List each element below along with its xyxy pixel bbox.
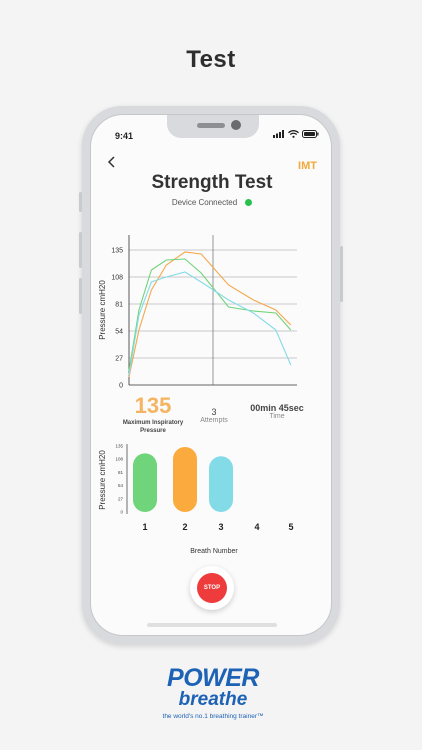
breath-bar-chart: 0 27 54 81 108 135 Pressure cmH20 1 2 3 4 5 Breath N… bbox=[98, 444, 294, 556]
speaker-icon bbox=[197, 123, 225, 128]
y-tick-label: 108 bbox=[111, 275, 123, 282]
series-line-3 bbox=[128, 271, 292, 376]
logo-breathe-text: breathe bbox=[178, 689, 248, 710]
stop-button[interactable]: STOP bbox=[197, 573, 227, 603]
breath-bar-2 bbox=[173, 446, 197, 512]
battery-icon bbox=[302, 130, 319, 138]
y-tick-label: 0 bbox=[119, 383, 123, 390]
y-tick-label: 54 bbox=[115, 329, 123, 336]
max-pressure-stat: 135 Maximum Inspiratory Pressure bbox=[111, 393, 195, 435]
bar-y-tick-label: 81 bbox=[118, 470, 124, 475]
logo-tagline: the world's no.1 breathing trainer™ bbox=[162, 713, 264, 720]
device-status: Device Connected bbox=[91, 198, 331, 207]
status-time: 9:41 bbox=[115, 131, 134, 141]
pressure-line-chart: 0 27 54 81 108 135 Pressure cmH20 bbox=[98, 235, 297, 390]
max-pressure-value: 135 bbox=[134, 393, 172, 418]
device-status-text: Device Connected bbox=[171, 198, 238, 207]
time-label: Time bbox=[269, 413, 285, 420]
series-line-1 bbox=[128, 251, 292, 378]
bar-y-tick-label: 108 bbox=[115, 457, 123, 462]
y-tick-label: 135 bbox=[111, 248, 123, 255]
back-chevron-icon[interactable] bbox=[105, 155, 119, 169]
max-pressure-label-line2: Pressure bbox=[140, 428, 166, 434]
time-stat: 00min 45sec Time bbox=[241, 403, 313, 420]
y-tick-label: 81 bbox=[115, 302, 123, 309]
attempts-stat: 3 Attempts bbox=[189, 407, 239, 424]
phone-silent-switch bbox=[79, 192, 82, 212]
x-tick-label: 1 bbox=[142, 522, 147, 532]
powerbreathe-logo: POWER breathe the world's no.1 breathing… bbox=[148, 666, 278, 726]
breath-bar-1 bbox=[133, 453, 157, 512]
status-icons bbox=[273, 130, 319, 138]
attempts-value: 3 bbox=[211, 407, 217, 417]
x-tick-label: 5 bbox=[288, 522, 293, 532]
logo-power-text: POWER bbox=[167, 664, 259, 692]
phone-screen: 9:41 IMT Strength Test Device Connecte bbox=[90, 114, 332, 636]
phone-volume-down bbox=[79, 278, 82, 314]
y-tick-label: 27 bbox=[115, 356, 123, 363]
max-pressure-label-line1: Maximum Inspiratory bbox=[122, 420, 184, 426]
x-tick-label: 4 bbox=[254, 522, 259, 532]
bar-y-tick-label: 0 bbox=[120, 510, 123, 515]
screen-title: Strength Test bbox=[151, 172, 273, 193]
series-line-2 bbox=[128, 258, 292, 372]
phone-volume-up bbox=[79, 232, 82, 268]
x-tick-label: 2 bbox=[182, 522, 187, 532]
y-axis-label: Pressure cmH20 bbox=[98, 280, 107, 340]
bar-y-tick-label: 54 bbox=[118, 483, 124, 488]
bar-y-tick-label: 27 bbox=[118, 496, 124, 501]
connected-dot-icon bbox=[245, 199, 253, 206]
attempts-label: Attempts bbox=[200, 417, 228, 424]
bar-y-tick-label: 135 bbox=[115, 444, 123, 449]
phone-notch bbox=[167, 115, 259, 138]
home-indicator bbox=[147, 623, 277, 627]
breath-bar-3 bbox=[209, 456, 233, 512]
phone-power-button bbox=[340, 246, 343, 302]
stop-button-ring: STOP bbox=[190, 566, 234, 610]
signal-icon bbox=[273, 130, 284, 138]
bar-y-axis-label: Pressure cmH20 bbox=[98, 450, 107, 510]
page-heading: Test bbox=[186, 46, 236, 73]
x-axis-label: Breath Number bbox=[190, 548, 238, 555]
imt-link[interactable]: IMT bbox=[298, 160, 317, 172]
time-value: 00min 45sec bbox=[250, 403, 304, 413]
camera-icon bbox=[231, 120, 241, 130]
x-tick-label: 3 bbox=[218, 522, 223, 532]
wifi-icon bbox=[288, 130, 299, 138]
